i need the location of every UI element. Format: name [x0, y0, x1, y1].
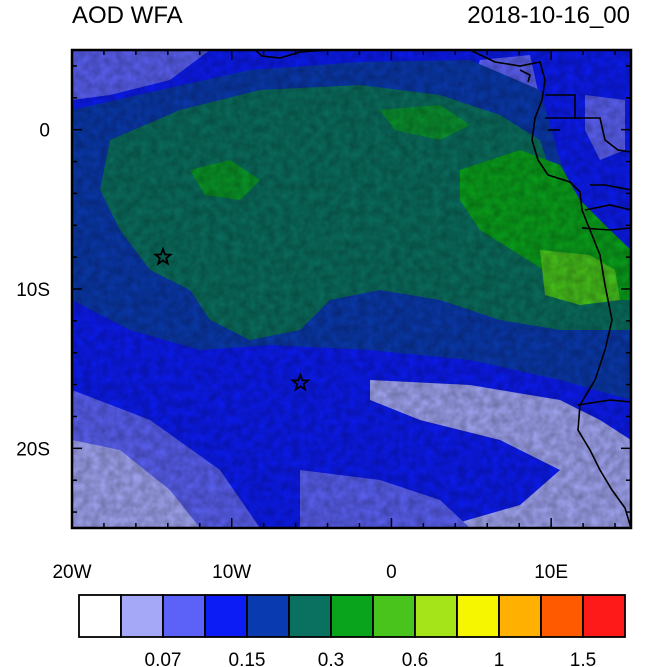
y-tick-label: 10S	[16, 280, 50, 301]
colorbar-label: 0.15	[229, 650, 266, 667]
star-marker-ascension	[152, 246, 173, 266]
colorbar-box	[498, 594, 542, 638]
aod-field	[72, 50, 631, 528]
colorbar-label: 0.3	[318, 650, 344, 667]
colorbar-label: 0.6	[402, 650, 428, 667]
map-title: AOD WFA	[72, 2, 183, 29]
station-markers	[152, 246, 311, 392]
colorbar-box	[78, 594, 122, 638]
colorbar-label: 1	[494, 650, 505, 667]
star-marker-st-helena	[290, 372, 311, 392]
colorbar-box	[372, 594, 416, 638]
axis-tick-labels: 20W 10W 0 10E 0 10S 20S	[16, 121, 568, 583]
colorbar-box	[330, 594, 374, 638]
x-tick-label: 10E	[534, 562, 568, 583]
colorbar-box	[540, 594, 584, 638]
colorbar-box	[414, 594, 458, 638]
colorbar-box	[120, 594, 164, 638]
colorbar-box	[288, 594, 332, 638]
x-tick-label: 0	[386, 562, 397, 583]
axis-ticks	[71, 50, 631, 528]
colorbar-label: 1.5	[570, 650, 596, 667]
coastline	[254, 50, 631, 528]
colorbar-box	[246, 594, 290, 638]
colorbar-label: 0.07	[145, 650, 182, 667]
x-tick-label: 10W	[212, 562, 251, 583]
y-tick-label: 20S	[16, 439, 50, 460]
colorbar: 0.07 0.15 0.3 0.6 1 1.5	[78, 594, 626, 667]
colorbar-box	[456, 594, 500, 638]
y-tick-label: 0	[39, 121, 50, 142]
colorbar-box	[204, 594, 248, 638]
colorbar-box	[582, 594, 626, 638]
map-timestamp: 2018-10-16_00	[467, 2, 630, 29]
colorbar-box	[162, 594, 206, 638]
x-tick-label: 20W	[52, 562, 91, 583]
